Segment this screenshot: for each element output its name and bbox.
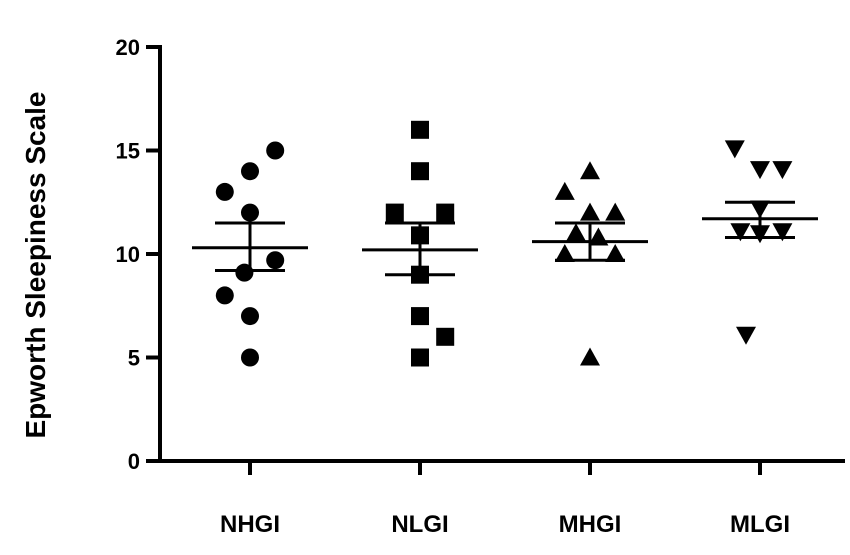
group-nlgi [362, 120, 478, 367]
data-point [266, 141, 285, 160]
y-tick-label: 10 [116, 242, 140, 267]
y-ticks: 0 5 10 15 20 [116, 35, 160, 474]
x-tick-label: MLGI [730, 511, 790, 538]
data-point [411, 162, 429, 181]
y-tick-label: 15 [116, 139, 140, 164]
y-tick-label: 0 [128, 449, 140, 474]
group-nhgi [192, 141, 308, 367]
x-tick-label: NLGI [391, 511, 448, 538]
data-point [411, 120, 429, 139]
y-axis-label: Epworth Sleepiness Scale [20, 91, 51, 438]
x-tick-label: MHGI [559, 511, 622, 538]
group-mhgi [532, 161, 648, 366]
data-point [724, 140, 745, 159]
data-point [554, 244, 575, 262]
data-point [241, 348, 259, 367]
data-point [215, 286, 234, 305]
data-point [436, 203, 455, 222]
data-groups [192, 120, 818, 367]
data-point [385, 203, 404, 222]
data-point [605, 202, 626, 221]
data-point [554, 181, 575, 200]
data-point [580, 347, 600, 366]
data-point [566, 223, 586, 242]
y-tick-label: 5 [128, 346, 140, 371]
data-point [436, 327, 455, 346]
data-point [772, 161, 793, 180]
data-point [750, 161, 770, 180]
data-point [411, 348, 429, 367]
data-point [215, 182, 234, 201]
data-point [736, 326, 756, 345]
data-point [241, 307, 259, 326]
data-point [605, 244, 626, 262]
data-point [580, 161, 600, 180]
data-point [411, 307, 429, 326]
data-point [772, 223, 793, 242]
x-tick-label: NHGI [220, 511, 280, 538]
data-point [730, 223, 751, 242]
data-point [266, 251, 285, 270]
group-mlgi [702, 140, 818, 345]
data-point [241, 203, 259, 222]
x-ticks: NHGI NLGI MHGI MLGI [220, 461, 790, 538]
data-point [580, 202, 600, 221]
data-point [241, 162, 259, 181]
y-tick-label: 20 [116, 35, 140, 60]
